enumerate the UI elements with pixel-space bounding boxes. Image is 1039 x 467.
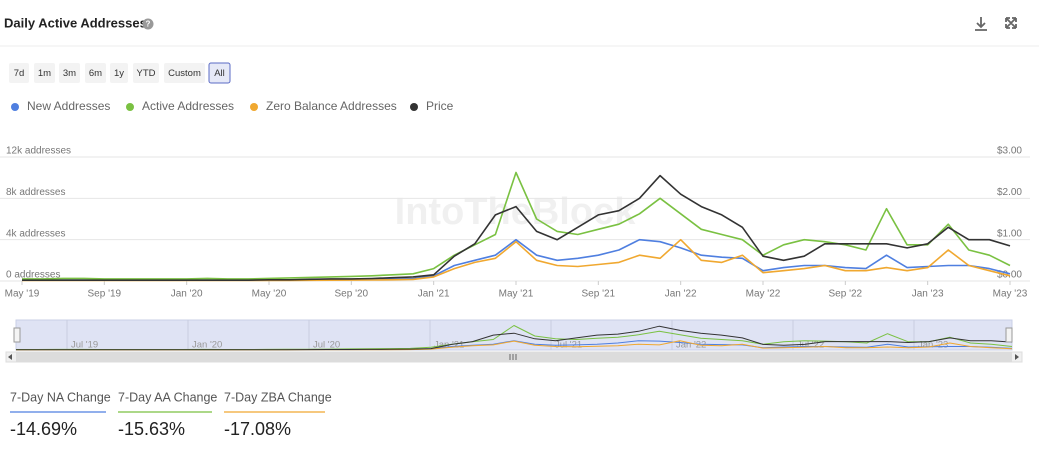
- x-tick-label: Sep '19: [88, 289, 122, 300]
- stat-label: 7-Day AA Change: [118, 390, 217, 404]
- watermark: IntoTheBlock: [395, 191, 637, 233]
- help-icon[interactable]: ?: [142, 18, 154, 30]
- scroll-left[interactable]: [8, 354, 12, 360]
- x-tick-label: Jan '21: [418, 289, 450, 300]
- navigator-label: Jan '22: [676, 340, 706, 351]
- range-button-label[interactable]: Custom: [168, 68, 201, 79]
- x-tick-label: Sep '22: [829, 289, 863, 300]
- scroll-right[interactable]: [1015, 354, 1019, 360]
- stat-value: -17.08%: [224, 419, 291, 439]
- legend-marker[interactable]: [11, 103, 19, 111]
- navigator-label: Jul '22: [797, 340, 824, 351]
- stat-value: -14.69%: [10, 419, 77, 439]
- range-button-label[interactable]: 1y: [114, 68, 124, 79]
- range-button[interactable]: [110, 63, 128, 83]
- range-button[interactable]: [164, 63, 205, 83]
- svg-text:?: ?: [146, 20, 151, 29]
- range-button[interactable]: [85, 63, 106, 83]
- y-tick-label: 8k addresses: [6, 187, 65, 198]
- title: Daily Active Addresses: [4, 15, 147, 30]
- x-tick-label: Jan '20: [171, 289, 203, 300]
- range-button-label[interactable]: 7d: [14, 68, 25, 79]
- expand-icon[interactable]: [1005, 17, 1017, 29]
- navigator-line: [16, 325, 1013, 351]
- range-button[interactable]: [34, 63, 55, 83]
- legend-label[interactable]: New Addresses: [27, 99, 110, 113]
- x-tick-label: Sep '20: [335, 289, 369, 300]
- navigator-label: Jul '19: [71, 340, 98, 351]
- scrollbar-thumb[interactable]: [16, 352, 1012, 362]
- range-button-label[interactable]: 6m: [89, 68, 102, 79]
- x-tick-label: Sep '21: [582, 289, 616, 300]
- navigator-handle[interactable]: [1005, 327, 1013, 343]
- legend-label[interactable]: Zero Balance Addresses: [266, 99, 397, 113]
- legend-marker[interactable]: [410, 103, 418, 111]
- stat-value: -15.63%: [118, 419, 185, 439]
- x-tick-label: Jan '22: [665, 289, 697, 300]
- navigator-handle[interactable]: [13, 327, 21, 343]
- y-tick-label: 0 addresses: [6, 270, 60, 281]
- x-tick-label: May '20: [252, 289, 287, 300]
- y2-tick-label: $2.00: [997, 187, 1022, 198]
- legend-marker[interactable]: [250, 103, 258, 111]
- range-button-label[interactable]: 1m: [38, 68, 51, 79]
- series-line: [22, 174, 1011, 281]
- y-tick-label: 4k addresses: [6, 228, 65, 239]
- range-button[interactable]: [9, 63, 29, 83]
- navigator-label: Jan '23: [918, 340, 948, 351]
- navigator-window: [15, 319, 1013, 351]
- x-tick-label: Jan '23: [912, 289, 944, 300]
- legend-label[interactable]: Price: [426, 99, 454, 113]
- legend-marker[interactable]: [126, 103, 134, 111]
- x-tick-label: May '19: [5, 289, 40, 300]
- range-button-label[interactable]: YTD: [137, 68, 156, 79]
- range-button-label[interactable]: 3m: [63, 68, 76, 79]
- x-tick-label: May '23: [993, 289, 1028, 300]
- navigator-label: Jul '20: [313, 340, 340, 351]
- range-button-label[interactable]: All: [214, 68, 225, 79]
- range-button[interactable]: [59, 63, 80, 83]
- navigator-label: Jan '20: [192, 340, 222, 351]
- download-icon[interactable]: [975, 17, 987, 31]
- stat-label: 7-Day NA Change: [10, 390, 111, 404]
- scroll-grip[interactable]: [509, 354, 517, 360]
- range-button[interactable]: [133, 63, 159, 83]
- stat-label: 7-Day ZBA Change: [224, 390, 332, 404]
- series-line: [22, 171, 1011, 280]
- y-tick-label: 12k addresses: [6, 146, 71, 157]
- range-button[interactable]: [208, 62, 231, 84]
- legend-label[interactable]: Active Addresses: [142, 99, 234, 113]
- x-tick-label: May '22: [746, 289, 781, 300]
- y2-tick-label: $3.00: [997, 146, 1022, 157]
- y2-tick-label: $1.00: [997, 228, 1022, 239]
- x-tick-label: May '21: [499, 289, 534, 300]
